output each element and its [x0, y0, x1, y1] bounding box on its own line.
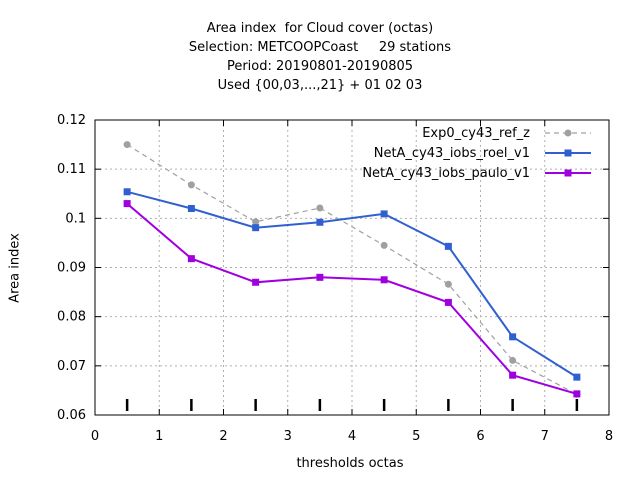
data-point: [444, 280, 452, 288]
series-layer: [123, 141, 581, 398]
title-line-2: Selection: METCOOPCoast 29 stations: [188, 40, 452, 55]
data-point: [316, 273, 324, 281]
legend-label: Exp0_cy43_ref_z: [422, 126, 530, 141]
data-point: [573, 373, 581, 381]
x-tick-label: 2: [219, 429, 227, 444]
legend-label: NetA_cy43_iobs_roel_v1: [374, 146, 530, 161]
data-point: [123, 141, 131, 149]
y-tick-label: 0.11: [57, 162, 86, 177]
title-line-1: Area index for Cloud cover (octas): [206, 21, 434, 36]
data-point: [123, 200, 131, 208]
data-point: [573, 390, 581, 398]
data-point: [380, 276, 388, 284]
data-point: [316, 204, 324, 212]
chart-title: Area index for Cloud cover (octas) Selec…: [0, 19, 640, 95]
data-point: [252, 218, 260, 226]
y-tick-label: 0.06: [57, 408, 86, 423]
data-point: [187, 205, 195, 212]
data-point: [252, 278, 260, 286]
legend-marker: [564, 129, 572, 137]
data-point: [380, 241, 388, 249]
legend-label: NetA_cy43_iobs_paulo_v1: [362, 166, 530, 181]
series-line-3: [126, 202, 578, 395]
series-line-1: [126, 144, 578, 395]
x-tick-label: 4: [348, 429, 356, 444]
data-point: [252, 224, 260, 232]
x-tick-label: 8: [605, 429, 613, 444]
data-point: [187, 255, 195, 263]
x-tick-label: 1: [155, 429, 163, 444]
data-point: [187, 181, 195, 189]
y-tick-label: 0.09: [57, 261, 86, 276]
x-tick-label: 3: [284, 429, 292, 444]
data-point: [380, 210, 388, 218]
y-axis-label: Area index: [7, 233, 23, 303]
data-point: [444, 242, 452, 250]
title-line-4: Used {00,03,...,21} + 01 02 03: [217, 78, 423, 93]
sample-marks: [125, 399, 579, 411]
legend-marker: [564, 169, 572, 177]
legend-marker: [564, 149, 572, 157]
data-point: [444, 298, 452, 306]
data-point: [509, 333, 517, 341]
title-line-3: Period: 20190801-20190805: [226, 59, 414, 74]
data-point: [509, 371, 517, 379]
legend: Exp0_cy43_ref_z NetA_cy43_iobs_roel_v1 Net…: [362, 126, 591, 181]
y-tick-label: 0.07: [57, 359, 86, 374]
x-tick-label: 7: [541, 429, 549, 444]
data-point: [123, 188, 131, 196]
y-tick-label: 0.08: [57, 310, 86, 325]
data-point: [509, 356, 517, 364]
data-point: [316, 218, 324, 226]
y-tick-label: 0.12: [57, 113, 86, 128]
x-axis-label: thresholds octas: [296, 456, 404, 471]
series-line-2: [126, 190, 578, 378]
x-tick-label: 6: [476, 429, 484, 444]
x-tick-label: 5: [412, 429, 420, 444]
y-tick-label: 0.1: [65, 211, 86, 226]
x-tick-label: 0: [91, 429, 99, 444]
axis-ticks: 0 1 2 3 4 5 6 7 8 0.06 0.07 0.08 0.09 0.1 0.11 0.12: [57, 113, 613, 444]
